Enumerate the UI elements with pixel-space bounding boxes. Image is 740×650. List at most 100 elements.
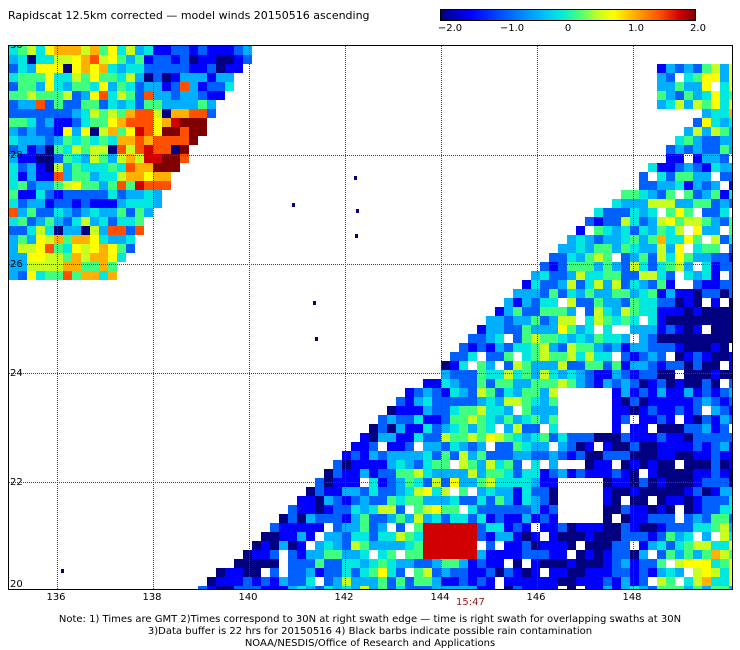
wind-cell	[45, 271, 54, 280]
wind-cell	[711, 217, 720, 226]
wind-cell	[99, 181, 108, 190]
wind-cell	[702, 397, 711, 406]
wind-cell	[180, 64, 189, 73]
wind-cell	[675, 217, 684, 226]
wind-cell	[351, 559, 360, 568]
wind-cell	[720, 82, 729, 91]
wind-cell	[153, 82, 162, 91]
wind-cell	[162, 145, 171, 154]
wind-cell	[621, 361, 630, 370]
wind-cell	[648, 361, 657, 370]
wind-cell	[315, 487, 324, 496]
wind-cell	[657, 181, 666, 190]
wind-cell	[432, 487, 441, 496]
wind-cell	[603, 235, 612, 244]
wind-cell	[702, 199, 711, 208]
wind-cell	[558, 442, 567, 451]
wind-cell	[225, 46, 234, 55]
wind-cell	[216, 577, 225, 586]
wind-cell	[450, 469, 459, 478]
wind-cell	[378, 514, 387, 523]
wind-cell	[54, 181, 63, 190]
wind-cell	[135, 226, 144, 235]
wind-cell	[441, 397, 450, 406]
wind-cell	[36, 91, 45, 100]
wind-cell	[459, 415, 468, 424]
wind-cell	[81, 163, 90, 172]
wind-cell	[90, 262, 99, 271]
wind-cell	[675, 496, 684, 505]
wind-cell	[126, 100, 135, 109]
wind-cell	[729, 334, 732, 343]
wind-cell	[153, 199, 162, 208]
wind-cell	[63, 271, 72, 280]
wind-cell	[702, 289, 711, 298]
wind-cell	[225, 82, 234, 91]
wind-cell	[441, 577, 450, 586]
wind-cell	[234, 64, 243, 73]
wind-cell	[423, 514, 432, 523]
wind-cell	[387, 460, 396, 469]
wind-cell	[684, 145, 693, 154]
wind-cell	[144, 46, 153, 55]
wind-cell	[675, 379, 684, 388]
wind-cell	[585, 379, 594, 388]
wind-cell	[630, 361, 639, 370]
wind-cell	[378, 523, 387, 532]
wind-cell	[711, 136, 720, 145]
wind-cell	[261, 559, 270, 568]
wind-cell	[18, 136, 27, 145]
wind-cell	[468, 352, 477, 361]
wind-cell	[729, 397, 732, 406]
wind-cell	[684, 127, 693, 136]
wind-cell	[621, 217, 630, 226]
wind-cell	[306, 577, 315, 586]
wind-cell	[639, 451, 648, 460]
wind-cell	[594, 235, 603, 244]
wind-cell	[630, 280, 639, 289]
wind-cell	[657, 460, 666, 469]
wind-cell	[702, 136, 711, 145]
wind-cell	[351, 532, 360, 541]
wind-cell	[144, 91, 153, 100]
wind-cell	[126, 172, 135, 181]
wind-cell	[351, 523, 360, 532]
wind-cell	[378, 568, 387, 577]
wind-cell	[144, 172, 153, 181]
wind-cell	[657, 298, 666, 307]
wind-cell	[342, 541, 351, 550]
wind-cell	[27, 145, 36, 154]
gridline-lat	[9, 155, 732, 156]
wind-cell	[513, 334, 522, 343]
wind-cell	[387, 469, 396, 478]
wind-cell	[540, 316, 549, 325]
wind-cell	[702, 271, 711, 280]
wind-cell	[711, 64, 720, 73]
wind-cell	[531, 532, 540, 541]
wind-cell	[288, 559, 297, 568]
wind-cell	[675, 64, 684, 73]
wind-cell	[198, 118, 207, 127]
wind-cell	[279, 586, 288, 589]
wind-cell	[702, 514, 711, 523]
wind-cell	[711, 541, 720, 550]
wind-cell	[216, 46, 225, 55]
wind-cell	[9, 55, 18, 64]
wind-cell	[18, 127, 27, 136]
wind-cell	[486, 568, 495, 577]
wind-cell	[603, 460, 612, 469]
wind-cell	[576, 550, 585, 559]
wind-cell	[666, 442, 675, 451]
wind-cell	[702, 505, 711, 514]
wind-cell	[432, 577, 441, 586]
wind-cell	[729, 217, 732, 226]
wind-cell	[612, 244, 621, 253]
lon-label: 146	[526, 592, 546, 603]
wind-cell	[369, 469, 378, 478]
wind-cell	[126, 154, 135, 163]
wind-cell	[693, 424, 702, 433]
wind-cell	[630, 262, 639, 271]
wind-cell	[54, 271, 63, 280]
wind-cell	[630, 550, 639, 559]
wind-cell	[432, 496, 441, 505]
